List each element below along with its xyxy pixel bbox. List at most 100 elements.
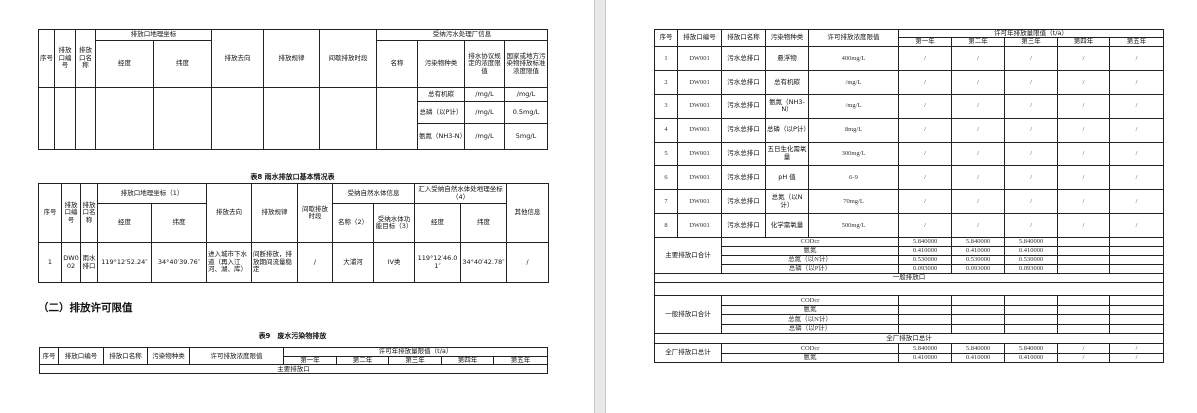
header-intermittent: 间歇排放时段 — [297, 183, 334, 243]
cell-year-4: / — [1057, 69, 1110, 95]
cell-seq: 2 — [654, 69, 678, 95]
table-row: 总磷（以P计） — [655, 323, 1165, 335]
cell-pollutant: CODcr — [721, 295, 899, 306]
table9-title: 表9 废水污染物排放 — [258, 332, 327, 340]
cell-year-4: / — [1057, 45, 1110, 71]
cell-year-3: 0.530000 — [1004, 255, 1058, 266]
cell-year-2: / — [951, 117, 1005, 143]
cell-outlet-name: 污水总排口 — [721, 45, 766, 71]
cell-year-1: / — [898, 141, 952, 167]
cell-water-name: 大浦河 — [332, 242, 375, 283]
cell-pollutant: 氨氮 — [721, 352, 899, 364]
cell-year-4: / — [1057, 165, 1110, 191]
cell-year-4: / — [1057, 141, 1110, 167]
header-lon: 经度 — [95, 40, 154, 88]
cell-agreement: /mg/L — [464, 87, 505, 102]
cell-pollutant: 氨氮（NH3-N） — [765, 93, 809, 119]
cell-year-2 — [951, 323, 1005, 335]
header-geo: 排放口地理坐标（1） — [96, 183, 208, 204]
cell-year-5: / — [1108, 69, 1165, 95]
cell-year-5: / — [1108, 45, 1165, 71]
cell-year-3: 5.840000 — [1004, 237, 1058, 248]
cell-year-3: / — [1004, 69, 1058, 95]
header-seq: 序号 — [654, 29, 678, 47]
table-row: 氨氮 — [655, 304, 1165, 316]
cell-year-2: 0.410000 — [951, 246, 1005, 257]
cell-year-2: / — [951, 189, 1005, 215]
header-inlet-lon: 经度 — [414, 203, 462, 243]
cell-pollutant: 总氮（以N计） — [721, 314, 899, 325]
cell-water-target: IV类 — [373, 242, 416, 283]
wastewater-emission-table-continued: 序号 排放口编号 排放口名称 污染物种类 许可排放浓度限值 许可年排放量限值（t… — [653, 28, 1165, 364]
header-inlet-geo: 汇入受纳自然水体处地理坐标（4） — [414, 183, 508, 204]
cell-year-3: 5.840000 — [1004, 343, 1058, 354]
table-row: 6 DW001 污水总排口 pH 值 6-9// / / / — [654, 165, 1165, 191]
header-inlet-lat: 纬度 — [460, 203, 508, 243]
header-water-info: 受纳自然水体信息 — [332, 183, 416, 204]
header-water-target: 受纳水体功能目标（3） — [373, 203, 416, 243]
header-conc-limit: 许可排放浓度限值 — [189, 346, 284, 366]
table-row: 氨氮 0.410000 0.410000 0.410000// — [655, 352, 1165, 364]
cell-year-3 — [1004, 304, 1058, 316]
cell-lon: 119°12′52.24″ — [97, 242, 152, 283]
cell-seq: 8 — [654, 213, 678, 239]
cell-year-4 — [1057, 246, 1110, 257]
page-divider — [605, 0, 606, 413]
header-year-4: 第四年 — [1057, 37, 1110, 47]
header-other: 其他信息 — [506, 183, 550, 243]
table-row: 8 DW001 污水总排口 化学需氧量 500mg/L / / / / / — [654, 213, 1165, 239]
general-outlet-section: 一般排放口 — [653, 273, 1165, 284]
cell-pollutant: 总磷（以P计） — [721, 264, 899, 275]
cell-year-5 — [1108, 264, 1165, 275]
header-geo: 排放口地理坐标 — [95, 29, 212, 41]
cell-outlet-name: 污水总排口 — [721, 189, 766, 215]
header-seq: 序号 — [38, 183, 62, 243]
cell-outlet-code: DW001 — [677, 69, 722, 95]
cell-pollutant: 悬浮物 — [765, 45, 809, 71]
header-outlet-code: 排放口编号 — [677, 29, 722, 47]
cell-outlet-code: DW001 — [677, 189, 722, 215]
cell-seq: 7 — [654, 189, 678, 215]
header-pollutant: 污染物种类 — [147, 346, 190, 366]
cell-year-1 — [898, 295, 952, 306]
cell-year-4 — [1057, 264, 1110, 275]
cell-year-2 — [951, 304, 1005, 316]
cell-conc-limit: /mg/L — [808, 93, 899, 119]
cell-direction: 进入城市下水道（再入江河、湖、库） — [206, 242, 253, 283]
header-year-3: 第三年 — [388, 355, 442, 366]
cell-year-5: / — [1108, 117, 1165, 143]
cell-year-5 — [1108, 323, 1165, 335]
cell-year-5: / — [1108, 343, 1165, 354]
cell-year-1: / — [898, 213, 952, 239]
cell-year-4 — [1057, 237, 1110, 248]
cell-pollutant: CODcr — [721, 237, 899, 248]
cell-year-2: / — [951, 45, 1005, 71]
cell-year-1: / — [898, 93, 952, 119]
cell-agreement: /mg/L — [464, 101, 505, 124]
header-year-2: 第二年 — [951, 37, 1005, 47]
cell-year-1: / — [898, 189, 952, 215]
header-year-1: 第一年 — [898, 37, 952, 47]
table-row: 全厂排放口总计 CODcr 5.840000 5.840000 5.840000// — [654, 343, 1165, 364]
cell-year-2: / — [951, 69, 1005, 95]
cell-pollutant: 总氮（以N计） — [721, 255, 899, 266]
cell-standard: /mg/L — [504, 87, 548, 102]
cell-pollutant: 总磷（以P计） — [417, 101, 465, 124]
cell-lat: 34°40′39.76″ — [150, 242, 208, 283]
cell-year-4: / — [1057, 117, 1110, 143]
plant-total-section: 全厂排放口总计 — [653, 333, 1165, 345]
cell-year-3 — [1004, 295, 1058, 306]
cell-year-3: / — [1004, 213, 1058, 239]
cell-year-2 — [951, 314, 1005, 325]
cell-year-4: / — [1057, 343, 1110, 354]
table-row: 5 DW001 污水总排口 五日生化需氧量 300mg/L / / / / / — [654, 141, 1165, 167]
header-pattern: 排放规律 — [251, 183, 299, 243]
cell-seq: 5 — [654, 141, 678, 167]
cell-outlet-name: 污水总排口 — [721, 117, 766, 143]
main-outlet-section: 主要排放口 — [38, 364, 549, 375]
header-outlet-code: 排放口编号 — [61, 183, 81, 243]
cell-year-4 — [1057, 295, 1110, 306]
header-year-2: 第二年 — [336, 355, 389, 366]
cell-conc-limit: 400mg/L — [808, 45, 899, 71]
empty-row — [653, 282, 1165, 297]
